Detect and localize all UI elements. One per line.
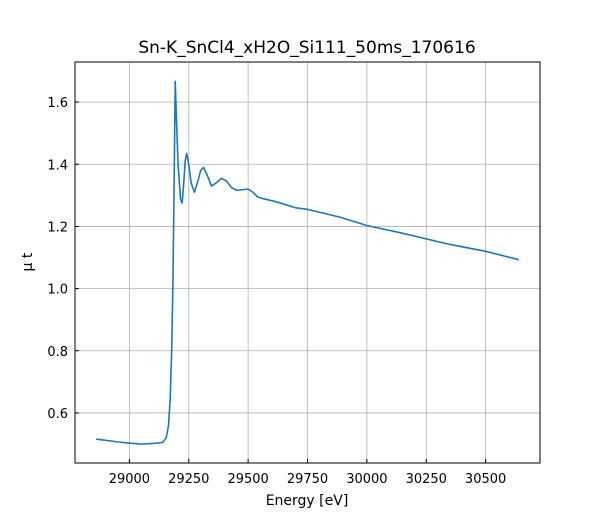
y-tick-label: 0.6 xyxy=(47,407,68,422)
x-tick-label: 30500 xyxy=(465,472,506,487)
y-tick-label: 0.8 xyxy=(47,345,68,360)
y-axis-label: μ t xyxy=(20,252,36,271)
x-tick-label: 29500 xyxy=(227,472,268,487)
y-tick-label: 1.0 xyxy=(47,283,68,298)
y-tick-label: 1.4 xyxy=(47,158,68,173)
x-tick-label: 30250 xyxy=(406,472,447,487)
x-tick-label: 29250 xyxy=(168,472,209,487)
x-axis-label: Energy [eV] xyxy=(266,493,349,509)
chart-title: Sn-K_SnCl4_xH2O_Si111_50ms_170616 xyxy=(138,38,475,58)
plot-frame xyxy=(74,61,541,464)
data-line xyxy=(96,80,520,445)
x-tick-label: 29000 xyxy=(109,472,150,487)
y-tick-label: 1.2 xyxy=(47,220,68,235)
y-tick-label: 1.6 xyxy=(47,96,68,111)
x-tick-label: 30000 xyxy=(346,472,387,487)
x-tick-label: 29750 xyxy=(287,472,328,487)
